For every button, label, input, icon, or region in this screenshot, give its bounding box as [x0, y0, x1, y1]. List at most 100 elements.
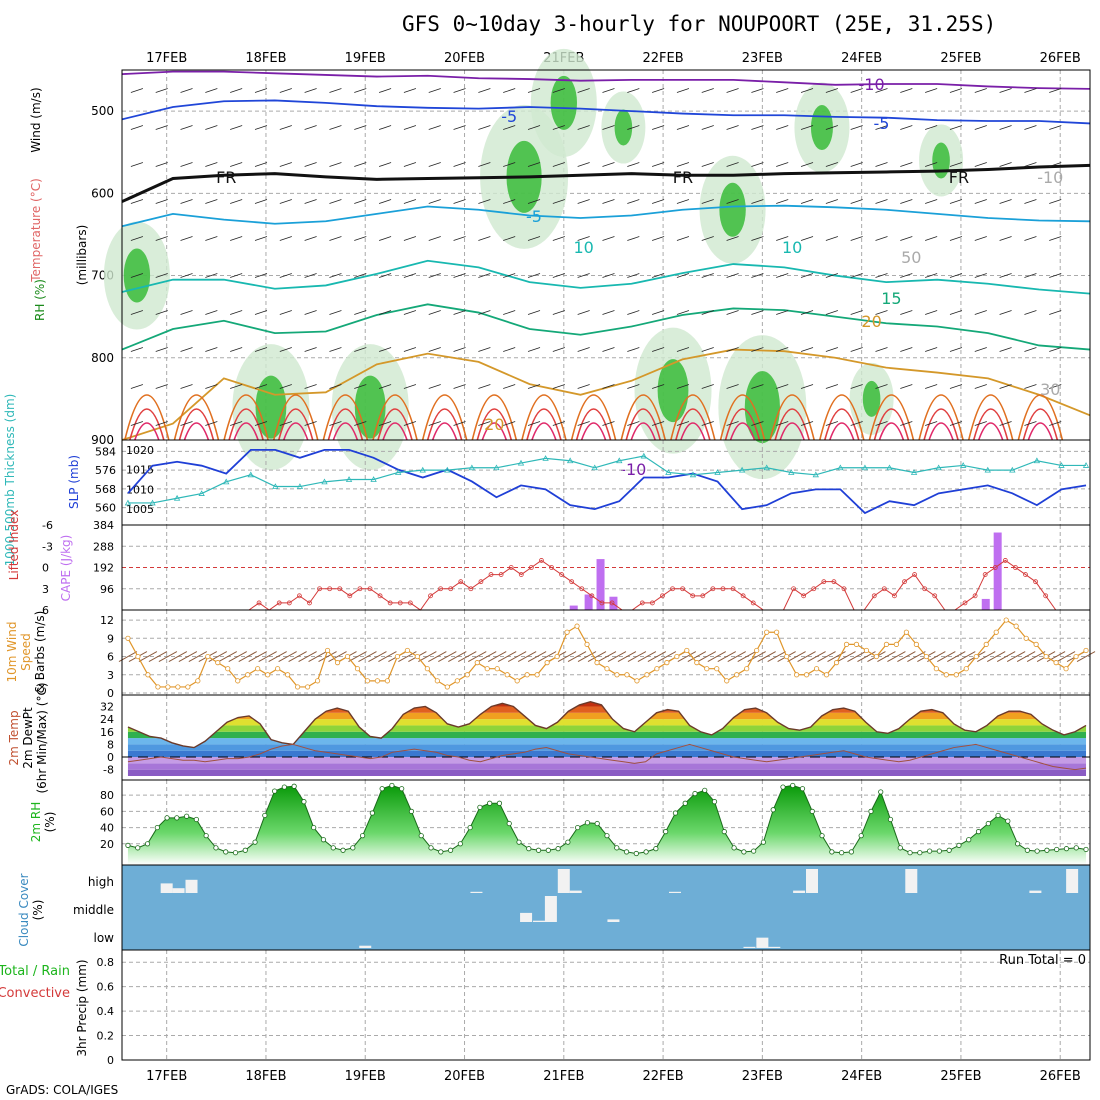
wind-barb	[726, 310, 739, 315]
wind-speed-marker	[384, 678, 391, 684]
rh-marker	[731, 845, 737, 851]
top-axis-tick-label: 24FEB	[841, 51, 882, 66]
wind-speed-marker	[873, 653, 880, 660]
wind-barb	[726, 162, 739, 167]
cloud-bar-high	[669, 891, 682, 893]
wind-barb	[503, 88, 516, 93]
wind-speed-marker	[424, 666, 430, 672]
wind-barb	[403, 384, 417, 389]
wind-barb-10m	[627, 651, 647, 662]
wind-barb	[651, 421, 665, 426]
thickness-marker	[910, 469, 918, 475]
lifted-index-marker	[841, 586, 847, 592]
wind-barb	[825, 88, 838, 93]
wind-barb	[428, 310, 441, 315]
lifted-index-marker	[811, 586, 817, 592]
contour-label: -5	[526, 207, 542, 226]
wind-barb	[180, 162, 193, 167]
wind-speed-marker	[614, 672, 620, 678]
rh-marker	[829, 849, 835, 855]
wind-barb	[503, 162, 516, 167]
wind-barb	[230, 162, 243, 167]
isotherm-warm	[972, 408, 1009, 441]
cape-bar	[569, 605, 578, 610]
rh-marker	[614, 845, 620, 851]
wind-barb	[527, 125, 541, 130]
wind-barb	[354, 236, 367, 241]
wind-barb	[428, 421, 441, 426]
wind-barb	[552, 236, 565, 241]
wind-barb	[800, 162, 814, 167]
rh-marker	[672, 810, 679, 816]
wind-barb	[949, 88, 963, 93]
wind-barb	[527, 88, 541, 93]
isotherm-warm	[327, 408, 364, 441]
wind-barb	[354, 421, 367, 426]
wind-speed-marker	[125, 635, 131, 641]
wind-barb-10m	[1056, 651, 1076, 662]
panel-ylabel: Convective	[0, 986, 70, 1001]
isotherm-warm	[228, 408, 264, 441]
wind-speed-marker	[215, 660, 221, 666]
wind-barb	[279, 88, 292, 93]
wind-barb	[354, 162, 367, 167]
isotherm-warm	[774, 408, 810, 441]
isotherm-warm	[531, 422, 557, 441]
wind-barb	[155, 310, 168, 315]
rh-shading	[810, 105, 833, 151]
thickness-marker	[395, 469, 402, 475]
wind-barb	[676, 273, 690, 278]
wind-barb	[751, 384, 764, 389]
lifted-index-marker	[539, 558, 544, 563]
wind-barb	[875, 162, 888, 167]
wind-barb	[949, 125, 963, 130]
wind-barb	[751, 310, 764, 315]
wind-barb	[304, 125, 317, 130]
rh-marker	[751, 848, 757, 854]
rh-marker	[477, 804, 483, 810]
wind-barb	[453, 199, 466, 204]
wind-speed-marker	[1023, 635, 1029, 641]
wind-speed-marker	[853, 641, 860, 647]
lifted-index-marker	[922, 586, 928, 592]
wind-barb	[527, 384, 541, 389]
wind-barb	[751, 273, 764, 278]
wind-barb	[428, 236, 441, 241]
rh-marker	[956, 842, 962, 849]
top-axis-tick-label: 18FEB	[245, 51, 286, 66]
cloud-bar-high	[185, 879, 198, 893]
wind-speed-marker	[664, 660, 670, 666]
wind-barb-10m	[757, 651, 776, 662]
wind-barb	[329, 347, 342, 352]
wind-barb	[254, 199, 268, 204]
thickness-marker	[321, 478, 328, 485]
wind-barb	[676, 384, 690, 389]
rh-marker	[350, 845, 356, 851]
wind-barb	[726, 347, 739, 352]
wind-barb	[403, 88, 417, 93]
panel-ylabel: 2m DewPt	[21, 707, 35, 769]
wind-barb	[453, 421, 466, 426]
isotherm-warm	[332, 422, 359, 441]
wind-barb	[751, 199, 764, 204]
contour-label: 10	[782, 238, 802, 257]
rh-marker	[399, 786, 405, 792]
y-tick-label: 0	[107, 687, 114, 700]
wind-barb	[503, 310, 516, 315]
panel-ylabel: Wind (m/s)	[29, 87, 43, 152]
wind-barb	[776, 162, 789, 167]
wind-barb-10m	[507, 651, 527, 662]
wind-barb	[900, 162, 913, 167]
wind-barb	[949, 199, 963, 204]
wind-barb	[1049, 347, 1062, 352]
thickness-marker	[689, 471, 697, 478]
y-tick-label: 40	[100, 822, 114, 835]
wind-speed-marker	[285, 672, 291, 678]
wind-barb	[527, 421, 541, 426]
rh-shading	[719, 182, 746, 237]
wind-barb	[1049, 88, 1062, 93]
wind-barb-10m	[807, 651, 826, 662]
wind-barb	[304, 236, 317, 241]
wind-barb	[651, 125, 665, 130]
wind-speed-marker	[684, 647, 690, 654]
